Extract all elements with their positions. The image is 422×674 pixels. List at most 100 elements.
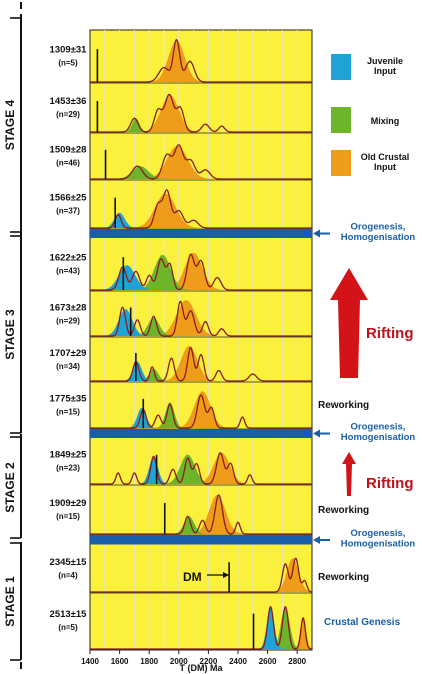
n-label: (n=29) (56, 110, 80, 119)
arrow-head (313, 536, 320, 544)
reworking-label: Reworking (318, 572, 369, 583)
probability-curve (90, 38, 312, 83)
juvenile-area (90, 407, 312, 428)
legend-label: Mixing (371, 116, 400, 126)
age-label: 1453±36 (50, 96, 87, 107)
probability-curve (90, 253, 312, 291)
legend-swatch (331, 107, 351, 133)
probability-curve (90, 394, 312, 429)
rifting-label: Rifting (366, 325, 413, 342)
dm-label: DM (183, 570, 202, 584)
mixing-area (90, 118, 312, 132)
mixing-area (90, 606, 312, 649)
stage-label: STAGE 1 (3, 576, 17, 627)
probability-curve (90, 189, 312, 229)
legend-label: Juvenile Input (367, 56, 403, 76)
age-row: 1849±25 (n=23) (50, 450, 312, 486)
orogenesis-label: Orogenesis, Homogenisation (341, 222, 416, 243)
x-axis-title: T (DM) Ma (180, 663, 224, 673)
old-crustal-area (90, 252, 312, 290)
age-row: 2513±15 (n=5) (50, 605, 312, 651)
n-label: (n=46) (56, 159, 80, 168)
old-crustal-area (90, 300, 312, 336)
crustal-genesis-label: Crustal Genesis (324, 617, 401, 628)
dm-arrow-head (223, 572, 229, 578)
age-row: 1673±28 (n=29) (50, 300, 312, 338)
x-tick-label: 1400 (81, 657, 99, 666)
age-label: 2345±15 (50, 557, 88, 568)
probability-curve (90, 605, 312, 650)
x-tick-label: 2200 (200, 657, 218, 666)
age-label: 1849±25 (50, 450, 88, 461)
n-label: (n=15) (56, 512, 80, 521)
arrow-head (313, 229, 320, 238)
probability-curve (90, 494, 312, 535)
legend-swatch (331, 54, 351, 80)
mixing-area (90, 318, 312, 336)
stage-label: STAGE 2 (3, 462, 17, 513)
probability-curve (90, 557, 313, 593)
reworking-label: Reworking (318, 505, 369, 516)
n-label: (n=4) (58, 571, 78, 580)
x-tick-label: 2800 (288, 657, 306, 666)
orogenesis-label: Orogenesis, Homogenisation (341, 528, 416, 549)
old-crustal-area (90, 391, 312, 428)
n-label: (n=43) (56, 266, 80, 275)
age-row: 2345±15 (n=4) (50, 557, 313, 594)
age-label: 1673±28 (50, 302, 87, 313)
x-tick-label: 2000 (170, 657, 188, 666)
x-tick-label: 2400 (229, 657, 247, 666)
rifting-arrow-small (342, 452, 356, 496)
x-tick-label: 1800 (140, 657, 158, 666)
juvenile-area (90, 309, 312, 336)
rifting-arrow (330, 268, 368, 378)
age-row: 1707±29 (n=34) (50, 345, 312, 383)
age-row: 1909±29 (n=15) (50, 494, 312, 536)
event-band (90, 535, 312, 545)
stage-axis: STAGE 4 STAGE 3 STAGE 2 STAGE 1 (3, 2, 22, 674)
age-rows: 1309±31(n=5)1453±36(n=29)1509±28(n=46)15… (50, 29, 313, 651)
juvenile-area (90, 265, 312, 290)
n-label: (n=34) (56, 362, 80, 371)
probability-curve (90, 300, 312, 337)
rifting-label: Rifting (366, 475, 413, 492)
old-crustal-area (90, 558, 312, 592)
age-row: 1453±36 (n=29) (50, 93, 312, 134)
probability-curve (90, 144, 312, 180)
stage-label: STAGE 3 (3, 309, 17, 360)
old-crustal-area (90, 345, 312, 381)
probability-curve (90, 452, 312, 485)
arrow-head (313, 429, 320, 438)
age-label: 1309±31 (50, 44, 88, 55)
probability-curve (90, 346, 312, 382)
juvenile-area (90, 361, 312, 381)
age-row: 1509±28 (n=46) (50, 144, 312, 181)
n-label: (n=37) (56, 207, 80, 216)
plot-background (89, 29, 313, 651)
x-axis: 1400 1600 1800 2000 2200 2400 2600 2800 T (DM) M… (81, 650, 307, 673)
n-label: (n=29) (56, 316, 80, 325)
age-label: 1566±25 (50, 193, 88, 204)
annotations: Orogenesis, Homogenisation Orogenesis, Homo… (183, 222, 415, 629)
age-label: 1909±29 (50, 498, 87, 509)
n-label: (n=23) (56, 464, 80, 473)
age-label: 1509±28 (50, 145, 87, 156)
probability-curve (90, 93, 312, 133)
age-label: 1622±25 (50, 252, 88, 263)
n-label: (n=5) (58, 58, 78, 67)
orogenesis-label: Orogenesis, Homogenisation (341, 422, 416, 443)
legend-swatch (331, 150, 351, 176)
legend: Juvenile Input Mixing Old Crustal Input (331, 54, 409, 176)
n-label: (n=15) (56, 408, 80, 417)
stage-label: STAGE 4 (3, 99, 17, 150)
legend-label: Old Crustal Input (361, 152, 410, 172)
n-label: (n=5) (58, 623, 78, 632)
reworking-label: Reworking (318, 400, 369, 411)
age-row: 1309±31 (n=5) (50, 38, 312, 84)
event-band (90, 229, 312, 238)
x-tick-label: 2600 (259, 657, 277, 666)
age-label: 1775±35 (50, 394, 88, 405)
age-label: 2513±15 (50, 609, 88, 620)
x-tick-label: 1600 (111, 657, 129, 666)
